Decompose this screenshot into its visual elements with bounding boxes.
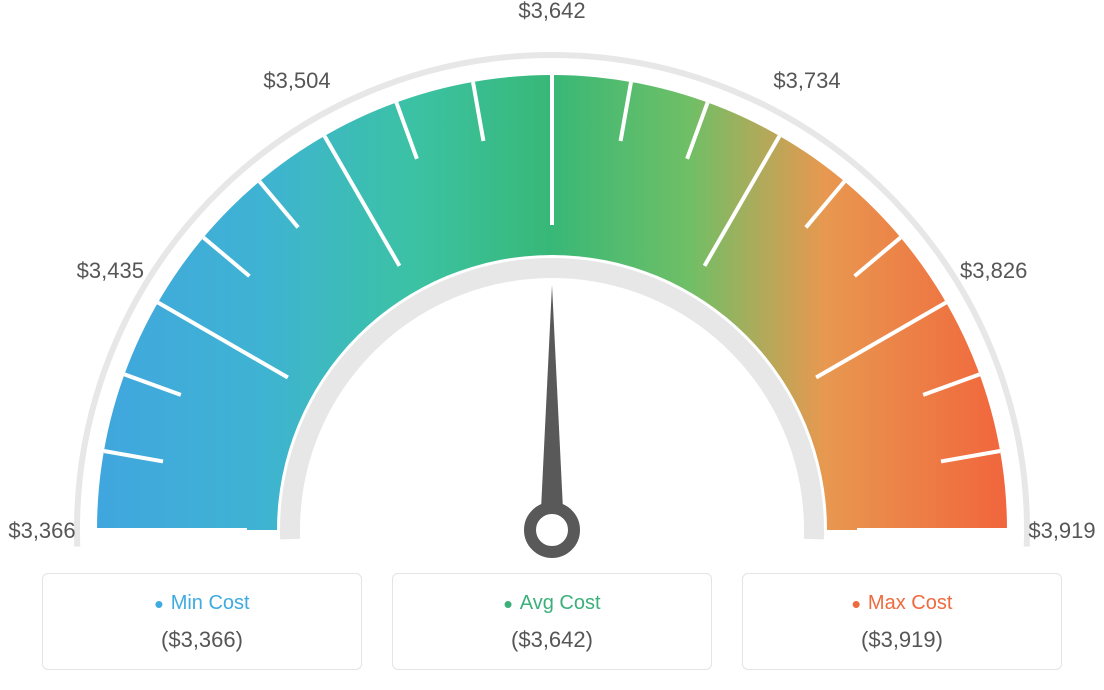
- legend-value-avg: ($3,642): [403, 627, 701, 653]
- gauge-needle: [540, 285, 564, 530]
- legend-row: Min Cost ($3,366) Avg Cost ($3,642) Max …: [0, 573, 1104, 670]
- legend-card-min: Min Cost ($3,366): [42, 573, 362, 670]
- legend-title-min: Min Cost: [53, 592, 351, 615]
- legend-value-max: ($3,919): [753, 627, 1051, 653]
- legend-value-min: ($3,366): [53, 627, 351, 653]
- gauge-label: $3,366: [0, 518, 92, 544]
- gauge-chart: $3,366$3,435$3,504$3,642$3,734$3,826$3,9…: [0, 20, 1104, 580]
- gauge-label: $3,734: [757, 68, 857, 94]
- gauge-svg: [0, 20, 1104, 580]
- legend-card-avg: Avg Cost ($3,642): [392, 573, 712, 670]
- legend-title-avg: Avg Cost: [403, 592, 701, 615]
- gauge-label: $3,642: [502, 0, 602, 24]
- gauge-label: $3,919: [1012, 518, 1104, 544]
- gauge-label: $3,504: [247, 68, 347, 94]
- gauge-needle-hub: [530, 508, 574, 552]
- legend-card-max: Max Cost ($3,919): [742, 573, 1062, 670]
- legend-title-max: Max Cost: [753, 592, 1051, 615]
- gauge-label: $3,435: [60, 258, 160, 284]
- gauge-label: $3,826: [944, 258, 1044, 284]
